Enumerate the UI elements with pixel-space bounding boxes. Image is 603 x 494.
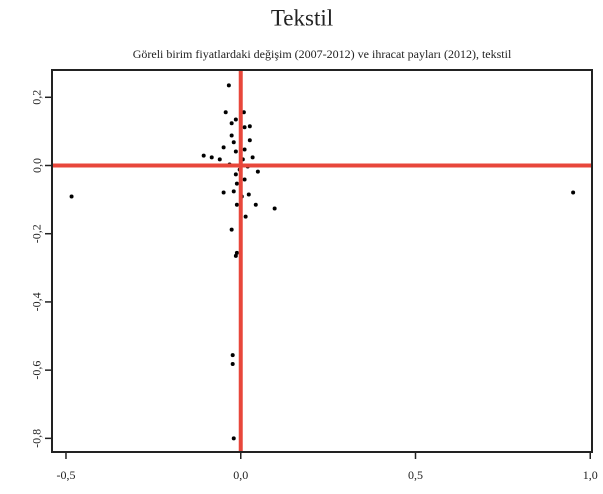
- y-tick-label: -0,4: [30, 292, 44, 311]
- point: [229, 121, 234, 126]
- point: [247, 124, 252, 129]
- point: [201, 153, 206, 158]
- y-tick-label: -0,2: [30, 224, 44, 243]
- point: [223, 110, 228, 115]
- point: [242, 125, 247, 130]
- point: [272, 206, 277, 211]
- point: [231, 189, 236, 194]
- y-tick-label: -0,8: [30, 429, 44, 448]
- point: [231, 140, 236, 145]
- point: [234, 202, 239, 207]
- point: [571, 190, 576, 195]
- x-tick-label: 1,0: [583, 468, 598, 482]
- point: [253, 202, 258, 207]
- chart-title: Tekstil: [271, 5, 333, 30]
- chart-subtitle: Göreli birim fiyatlardaki değişim (2007-…: [133, 47, 512, 61]
- point: [255, 169, 260, 174]
- point: [233, 172, 238, 177]
- point: [221, 145, 226, 150]
- point: [230, 362, 235, 367]
- plot-frame: [51, 69, 593, 453]
- point: [226, 83, 231, 88]
- y-tick-label: 0,0: [30, 158, 44, 173]
- point: [233, 253, 238, 258]
- point: [234, 181, 239, 186]
- y-tick-label: 0,2: [30, 90, 44, 105]
- point: [69, 194, 74, 199]
- x-tick-label: 0,5: [408, 468, 423, 482]
- point: [242, 177, 247, 182]
- point: [233, 117, 238, 122]
- point: [234, 250, 239, 255]
- y-tick-label: -0,6: [30, 361, 44, 380]
- x-tick-label: 0,0: [233, 468, 248, 482]
- point: [241, 110, 246, 115]
- point: [209, 155, 214, 160]
- point: [243, 214, 248, 219]
- point: [231, 436, 236, 441]
- point: [229, 133, 234, 138]
- point: [217, 157, 222, 162]
- point: [230, 353, 235, 358]
- point: [242, 147, 247, 152]
- point: [250, 155, 255, 160]
- point: [229, 227, 234, 232]
- point: [221, 190, 226, 195]
- point: [247, 138, 252, 143]
- x-tick-label: -0,5: [56, 468, 75, 482]
- point: [233, 149, 238, 154]
- point: [246, 192, 251, 197]
